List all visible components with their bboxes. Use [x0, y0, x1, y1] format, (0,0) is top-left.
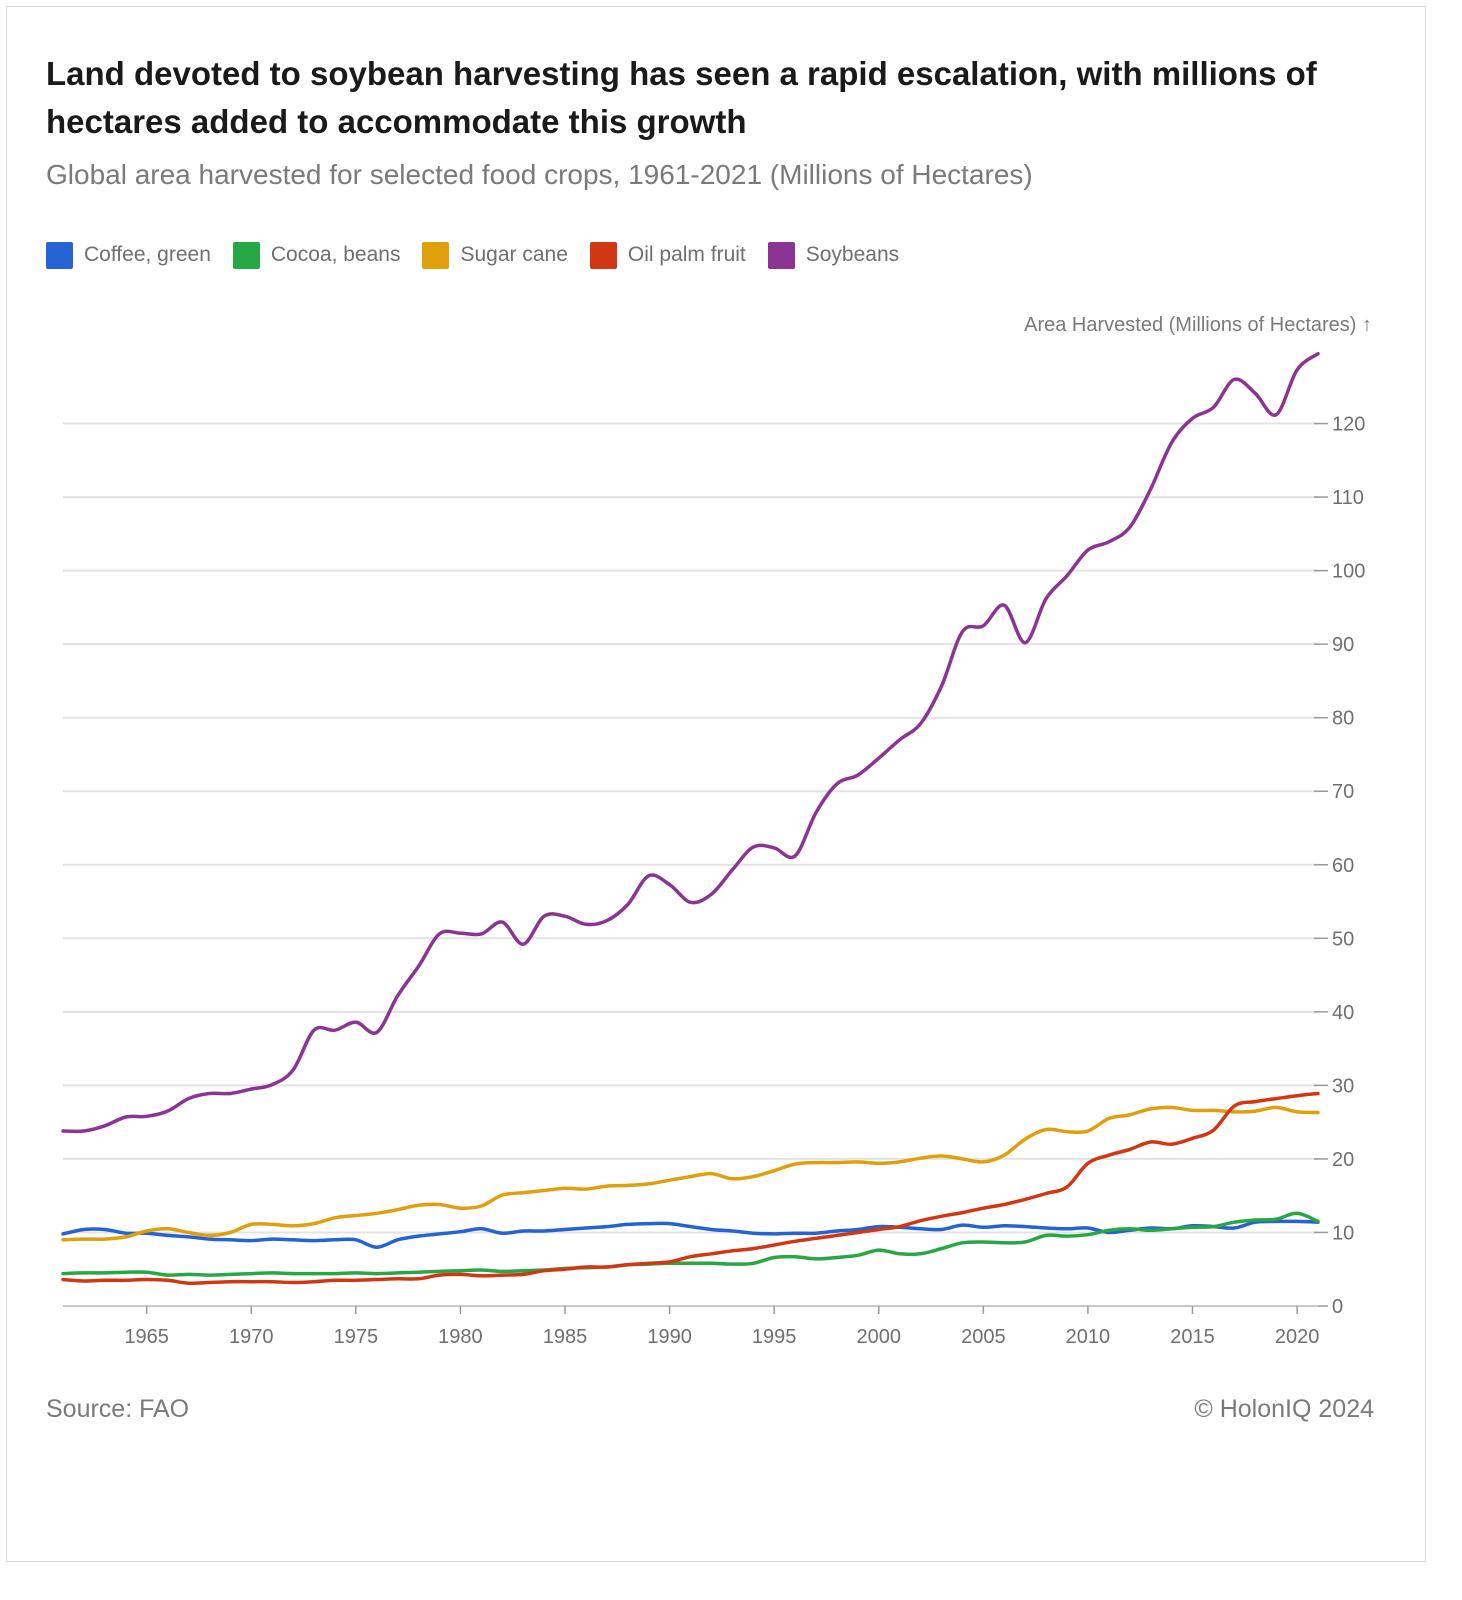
y-tick-label: 80: [1332, 708, 1354, 730]
series-line-soybeans: [61, 351, 1320, 1134]
legend-swatch: [46, 241, 73, 269]
series-line-cocoa-beans: [61, 1211, 1320, 1277]
x-tick-label: 1980: [438, 1326, 483, 1348]
legend-label: Oil palm fruit: [627, 243, 746, 266]
legend-item[interactable]: Soybeans: [767, 241, 900, 269]
legend-swatch: [767, 241, 795, 269]
y-tick-label: 70: [1332, 781, 1354, 803]
series-line-oil-palm-fruit: [61, 1091, 1320, 1286]
y-tick-label: 0: [1332, 1296, 1343, 1318]
y-tick-label: 40: [1332, 1002, 1354, 1024]
y-tick-label: 100: [1332, 561, 1365, 583]
source-note: Source: FAO: [46, 1395, 190, 1423]
line-chart: 0 10 20 30 40 50 60 70 80 90 100 110 120 1965 1970 1975…: [61, 314, 1372, 1348]
legend-label: Coffee, green: [84, 243, 211, 266]
x-tick-label: 1990: [647, 1326, 692, 1348]
legend-item[interactable]: Sugar cane: [422, 241, 568, 269]
x-tick-label: 1995: [752, 1326, 797, 1348]
chart-title: Land devoted to soybean harvesting has s…: [46, 55, 1317, 140]
chart-subtitle: Global area harvested for selected food …: [46, 159, 1033, 190]
y-tick-label: 50: [1332, 928, 1354, 950]
y-tick-label: 60: [1332, 855, 1354, 877]
x-tick-label: 2010: [1066, 1326, 1111, 1348]
legend-label: Soybeans: [805, 243, 900, 266]
x-tick-label: 1965: [124, 1326, 169, 1348]
legend-label: Sugar cane: [460, 243, 568, 266]
x-tick-label: 1970: [229, 1326, 274, 1348]
legend-swatch: [422, 241, 450, 269]
x-tick-label: 1975: [334, 1326, 379, 1348]
series-line-coffee-green: [61, 1219, 1320, 1249]
legend-label: Cocoa, beans: [270, 243, 401, 266]
legend-item[interactable]: Cocoa, beans: [232, 241, 401, 269]
legend-swatch: [232, 241, 260, 269]
x-tick-label: 2005: [961, 1326, 1006, 1348]
series-line-sugar-cane: [61, 1105, 1320, 1242]
y-tick-label: 10: [1332, 1222, 1354, 1244]
y-tick-label: 30: [1332, 1075, 1354, 1097]
legend-item[interactable]: Oil palm fruit: [589, 241, 746, 269]
y-tick-label: 20: [1332, 1149, 1354, 1171]
copyright-note: © HolonIQ 2024: [1194, 1395, 1374, 1423]
y-tick-label: 90: [1332, 634, 1354, 656]
x-tick-label: 1985: [543, 1326, 588, 1348]
chart-legend: Coffee, green Cocoa, beans Sugar cane Oil p…: [46, 240, 921, 270]
y-tick-label: 120: [1332, 414, 1365, 436]
x-tick-label: 2015: [1170, 1326, 1215, 1348]
legend-swatch: [589, 241, 617, 269]
x-tick-label: 2020: [1275, 1326, 1320, 1348]
x-tick-label: 2000: [857, 1326, 902, 1348]
y-axis-title: Area Harvested (Millions of Hectares) ↑: [1024, 314, 1372, 336]
legend-item[interactable]: Coffee, green: [46, 241, 211, 269]
y-tick-label: 110: [1332, 487, 1364, 509]
